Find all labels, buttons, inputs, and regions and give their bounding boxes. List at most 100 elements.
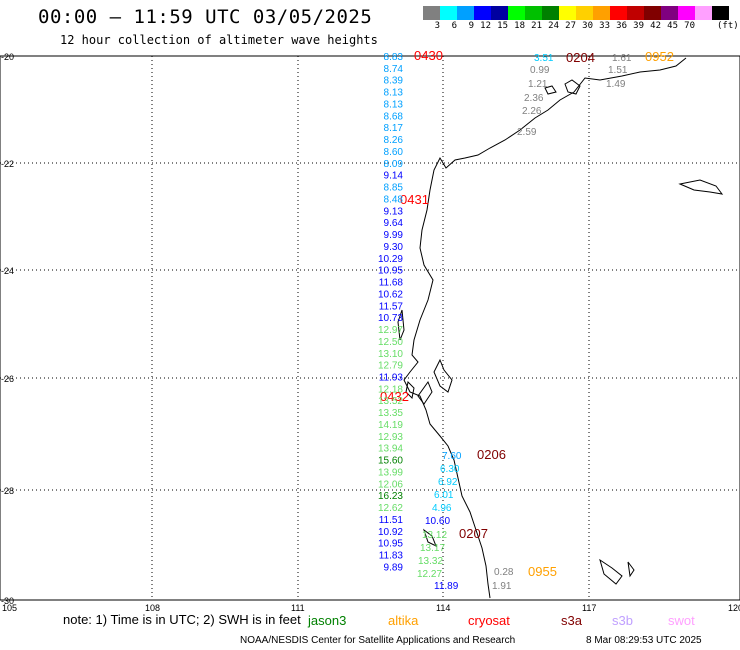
wave-height-value: 1.21 — [528, 79, 548, 90]
wave-height-value: 12.97 — [378, 325, 403, 336]
colorbar-tick: 30 — [582, 21, 593, 31]
colorbar-swatch — [491, 6, 508, 20]
wave-height-value: 13.12 — [422, 530, 447, 541]
wave-height-value: 6.01 — [434, 490, 454, 501]
wave-height-value: 13.32 — [418, 556, 443, 567]
wave-height-value: 10.29 — [378, 254, 403, 265]
wave-height-value: 12.93 — [378, 432, 403, 443]
wave-height-value: 12.62 — [378, 503, 403, 514]
wave-height-value: 12.79 — [378, 361, 403, 372]
longitude-label: 117 — [582, 603, 596, 613]
track-time-label: 0430 — [414, 48, 443, 63]
wave-height-value: 13.35 — [378, 408, 403, 419]
wave-height-value: 8.68 — [384, 111, 404, 122]
colorbar-tick: 9 — [468, 21, 474, 31]
colorbar-tick: 33 — [599, 21, 610, 31]
colorbar-tick: 15 — [497, 21, 508, 31]
wave-height-value: 13.94 — [378, 444, 403, 455]
colorbar-swatch — [695, 6, 712, 20]
colorbar-tick: 21 — [531, 21, 542, 31]
wave-height-value: 10.73 — [378, 313, 403, 324]
wave-height-value: 8.48 — [384, 194, 404, 205]
wave-height-value: 11.93 — [379, 372, 404, 383]
wave-height-value: 10.92 — [378, 527, 403, 538]
wave-height-value: 12.27 — [417, 569, 442, 580]
colorbar-swatch — [508, 6, 525, 20]
colorbar-tick: 70 — [684, 21, 695, 31]
wave-height-value: 6.30 — [440, 464, 460, 475]
wave-height-value: 8.17 — [384, 123, 404, 134]
wave-height-value: 9.13 — [384, 206, 404, 217]
note-text: note: 1) Time is in UTC; 2) SWH is in fe… — [63, 612, 301, 627]
wave-height-value: 8.74 — [384, 64, 404, 75]
track-time-label: 0206 — [477, 447, 506, 462]
wave-height-value: 8.60 — [384, 147, 404, 158]
wave-height-value: 8.13 — [384, 88, 404, 99]
colorbar-unit: (ft) — [717, 21, 739, 31]
wave-height-value: 8.83 — [384, 52, 404, 63]
wave-height-value: 10.60 — [425, 516, 450, 527]
longitude-label: 111 — [291, 603, 305, 613]
track-time-label: 0431 — [400, 192, 429, 207]
track-time-label: 0432 — [380, 389, 409, 404]
colorbar — [423, 6, 729, 20]
wave-height-value: 11.89 — [434, 581, 459, 592]
wave-height-value: 9.99 — [384, 230, 404, 241]
wave-height-value: 12.18 — [378, 384, 403, 395]
wave-height-value: 11.68 — [379, 278, 404, 289]
colorbar-tick: 6 — [451, 21, 457, 31]
legend-item: jason3 — [308, 613, 347, 628]
track-time-label: 0955 — [528, 564, 557, 579]
coastline — [397, 57, 724, 599]
colorbar-swatch — [559, 6, 576, 20]
track-time-label: 0207 — [459, 526, 488, 541]
wave-height-value: 13.17 — [420, 543, 445, 554]
colorbar-tick: 12 — [480, 21, 491, 31]
colorbar-tick: 36 — [616, 21, 627, 31]
colorbar-swatch — [610, 6, 627, 20]
latitude-label: -24 — [1, 266, 14, 276]
wave-height-value: 9.30 — [384, 242, 404, 253]
wave-height-value: 3.51 — [534, 53, 554, 64]
latitude-label: -28 — [1, 486, 14, 496]
colorbar-tick: 18 — [514, 21, 525, 31]
track-time-labels: 0430 0431 0432 0204 0952 0206 0207 0955 — [380, 48, 674, 579]
wave-height-value: 9.89 — [384, 562, 404, 573]
wave-height-value: 8.26 — [384, 135, 404, 146]
wave-height-value: 4.96 — [432, 503, 452, 514]
latitude-label: -22 — [1, 159, 14, 169]
colorbar-swatch — [678, 6, 695, 20]
colorbar-swatch — [542, 6, 559, 20]
credit-text: NOAA/NESDIS Center for Satellite Applica… — [240, 635, 516, 646]
legend-item: s3a — [561, 613, 582, 628]
wave-height-value: 12.50 — [378, 337, 403, 348]
timestamp-text: 8 Mar 08:29:53 UTC 2025 — [586, 635, 702, 646]
latitude-label: -20 — [1, 52, 14, 62]
wave-height-labels: 8.838.748.398.138.138.688.178.268.608.09… — [378, 52, 632, 592]
colorbar-swatch — [457, 6, 474, 20]
colorbar-ticks: 3 6 9 12 15 18 21 24 27 30 33 36 39 42 45 70 — [423, 21, 695, 31]
colorbar-tick: 45 — [667, 21, 678, 31]
wave-height-value: 1.61 — [612, 53, 632, 64]
wave-height-value: 16.23 — [378, 491, 403, 502]
map-frame — [0, 55, 740, 601]
latitude-label: -26 — [1, 374, 14, 384]
wave-height-value: 11.83 — [379, 551, 404, 562]
colorbar-tick: 27 — [565, 21, 576, 31]
colorbar-swatch — [423, 6, 440, 20]
wave-height-value: 10.95 — [378, 539, 403, 550]
longitude-label: 120 — [728, 603, 740, 613]
longitude-label: 114 — [436, 603, 450, 613]
wave-height-value: 1.49 — [606, 79, 626, 90]
wave-height-value: 0.28 — [494, 567, 514, 578]
legend-item: s3b — [612, 613, 633, 628]
wave-height-value: 0.99 — [530, 65, 550, 76]
wave-height-value: 15.60 — [378, 456, 403, 467]
wave-height-value: 2.26 — [522, 106, 542, 117]
colorbar-swatch — [474, 6, 491, 20]
wave-height-value: 8.13 — [384, 99, 404, 110]
wave-height-value: 1.51 — [608, 65, 628, 76]
colorbar-tick: 42 — [650, 21, 661, 31]
wave-height-value: 9.64 — [384, 218, 404, 229]
